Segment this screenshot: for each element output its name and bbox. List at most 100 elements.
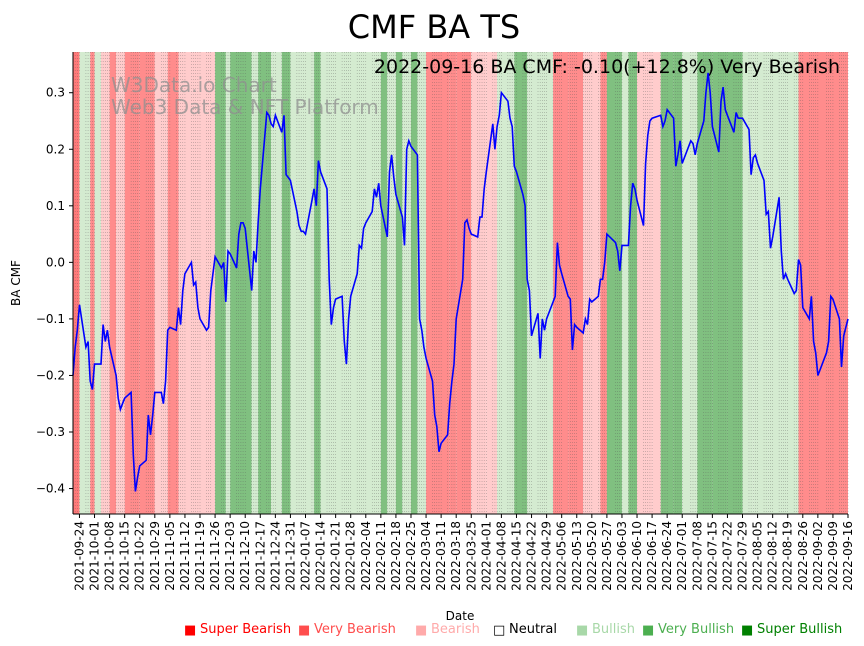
x-tick-label: 2022-08-12 [766, 521, 780, 591]
legend-label: Bearish [431, 622, 480, 637]
x-tick-label: 2022-07-15 [705, 521, 719, 591]
x-tick-label: 2022-01-07 [299, 521, 313, 591]
legend-swatch: ■ [415, 623, 427, 638]
regime-band-very-bearish [124, 52, 140, 514]
y-axis-ticks: −0.4 −0.3 −0.2 −0.1 0.0 0.1 0.2 0.3 [36, 86, 73, 496]
y-tick-label: −0.1 [36, 312, 65, 326]
regime-band-bullish [753, 52, 769, 514]
regime-band-bullish [290, 52, 315, 514]
x-tick-label: 2022-04-01 [479, 521, 493, 591]
legend-swatch: ■ [298, 623, 310, 638]
regime-band-very-bullish [215, 52, 226, 514]
regime-band-very-bearish [600, 52, 607, 514]
x-tick-label: 2022-06-17 [645, 521, 659, 591]
x-tick-label: 2021-11-19 [193, 521, 207, 591]
legend-label: Super Bullish [757, 622, 842, 637]
regime-band-very-bearish [568, 52, 584, 514]
x-tick-label: 2022-03-04 [419, 521, 433, 591]
legend: ■ Super Bearish ■ Very Bearish ■ Bearish □ Neut… [184, 622, 842, 638]
x-tick-label: 2021-12-03 [223, 521, 237, 591]
x-tick-label: 2021-10-01 [88, 521, 102, 591]
x-axis-ticks: 2021-09-24 2021-10-01 2021-10-08 2021-10-15… [73, 514, 855, 591]
x-tick-label: 2022-01-28 [344, 521, 358, 591]
x-tick-label: 2022-09-02 [811, 521, 825, 591]
legend-item-super-bearish: ■ Super Bearish [184, 622, 291, 638]
regime-band-very-bearish [553, 52, 569, 514]
x-tick-label: 2022-02-25 [404, 521, 418, 591]
x-tick-label: 2022-02-18 [389, 521, 403, 591]
x-tick-label: 2022-05-20 [585, 521, 599, 591]
y-tick-label: −0.3 [36, 425, 65, 439]
x-tick-label: 2022-03-25 [464, 521, 478, 591]
regime-band-very-bearish [449, 52, 457, 514]
regime-band-bullish [621, 52, 629, 514]
x-tick-label: 2022-04-15 [510, 521, 524, 591]
legend-swatch: ■ [741, 623, 753, 638]
x-tick-label: 2022-03-18 [449, 521, 463, 591]
regime-band-very-bullish [712, 52, 728, 514]
status-annotation: 2022-09-16 BA CMF: -0.10(+12.8%) Very Be… [374, 56, 840, 78]
x-tick-label: 2022-05-06 [555, 521, 569, 591]
legend-item-very-bearish: ■ Very Bearish [298, 622, 396, 638]
x-tick-label: 2022-06-10 [630, 521, 644, 591]
regime-band-bullish [251, 52, 259, 514]
x-tick-label: 2021-12-10 [238, 521, 252, 591]
date-gridlines [72, 52, 849, 514]
x-tick-label: 2022-01-21 [329, 521, 343, 591]
x-tick-label: 2022-09-09 [826, 521, 840, 591]
y-tick-label: 0.3 [46, 86, 65, 100]
regime-band-bullish [497, 52, 515, 514]
x-tick-label: 2022-06-03 [615, 521, 629, 591]
regime-band-very-bullish [410, 52, 418, 514]
regime-band-bearish [486, 52, 498, 514]
x-tick-label: 2021-10-29 [148, 521, 162, 591]
regime-band-very-bullish [697, 52, 713, 514]
x-tick-label: 2021-10-08 [103, 521, 117, 591]
y-tick-label: 0.0 [46, 255, 65, 269]
y-tick-label: 0.2 [46, 142, 65, 156]
x-tick-label: 2021-10-22 [133, 521, 147, 591]
regime-band-very-bullish [606, 52, 622, 514]
x-tick-label: 2022-05-27 [600, 521, 614, 591]
x-tick-label: 2022-01-14 [314, 521, 328, 591]
regime-band-bullish [94, 52, 101, 514]
x-tick-label: 2021-12-17 [253, 521, 267, 591]
regime-band-bearish [637, 52, 653, 514]
x-tick-label: 2022-08-05 [751, 521, 765, 591]
x-tick-label: 2021-12-31 [283, 521, 297, 591]
legend-swatch: ■ [184, 623, 196, 638]
regime-bands [73, 52, 848, 514]
x-tick-label: 2022-05-13 [570, 521, 584, 591]
regime-band-bullish [742, 52, 754, 514]
y-tick-label: 0.1 [46, 199, 65, 213]
watermark-line-2: Web3 Data & NFT Platform [111, 95, 379, 119]
legend-swatch: □ [493, 623, 505, 638]
x-tick-label: 2021-10-15 [118, 521, 132, 591]
regime-band-very-bearish [798, 52, 848, 514]
regime-band-very-bullish [727, 52, 743, 514]
chart-title: CMF BA TS [348, 8, 520, 46]
legend-label: Very Bullish [658, 622, 734, 637]
x-tick-label: 2021-11-12 [178, 521, 192, 591]
legend-item-neutral: □ Neutral [493, 622, 557, 638]
regime-band-very-bullish [514, 52, 528, 514]
x-tick-label: 2022-02-11 [374, 521, 388, 591]
regime-band-bearish [652, 52, 661, 514]
x-tick-label: 2022-03-11 [434, 521, 448, 591]
legend-item-bearish: ■ Bearish [415, 622, 480, 638]
x-tick-label: 2022-07-29 [736, 521, 750, 591]
legend-swatch: ■ [576, 623, 588, 638]
regime-band-very-bearish [109, 52, 117, 514]
legend-label: Bullish [592, 622, 635, 637]
regime-band-bearish [178, 52, 216, 514]
watermark-line-1: W3Data.io Chart [111, 73, 277, 97]
regime-band-bearish [471, 52, 487, 514]
x-tick-label: 2022-07-22 [720, 521, 734, 591]
x-tick-label: 2022-08-26 [796, 521, 810, 591]
x-tick-label: 2022-08-19 [781, 521, 795, 591]
x-tick-label: 2022-04-08 [494, 521, 508, 591]
legend-item-very-bullish: ■ Very Bullish [642, 622, 734, 638]
regime-band-very-bearish [139, 52, 155, 514]
regime-band-bullish [79, 52, 91, 514]
